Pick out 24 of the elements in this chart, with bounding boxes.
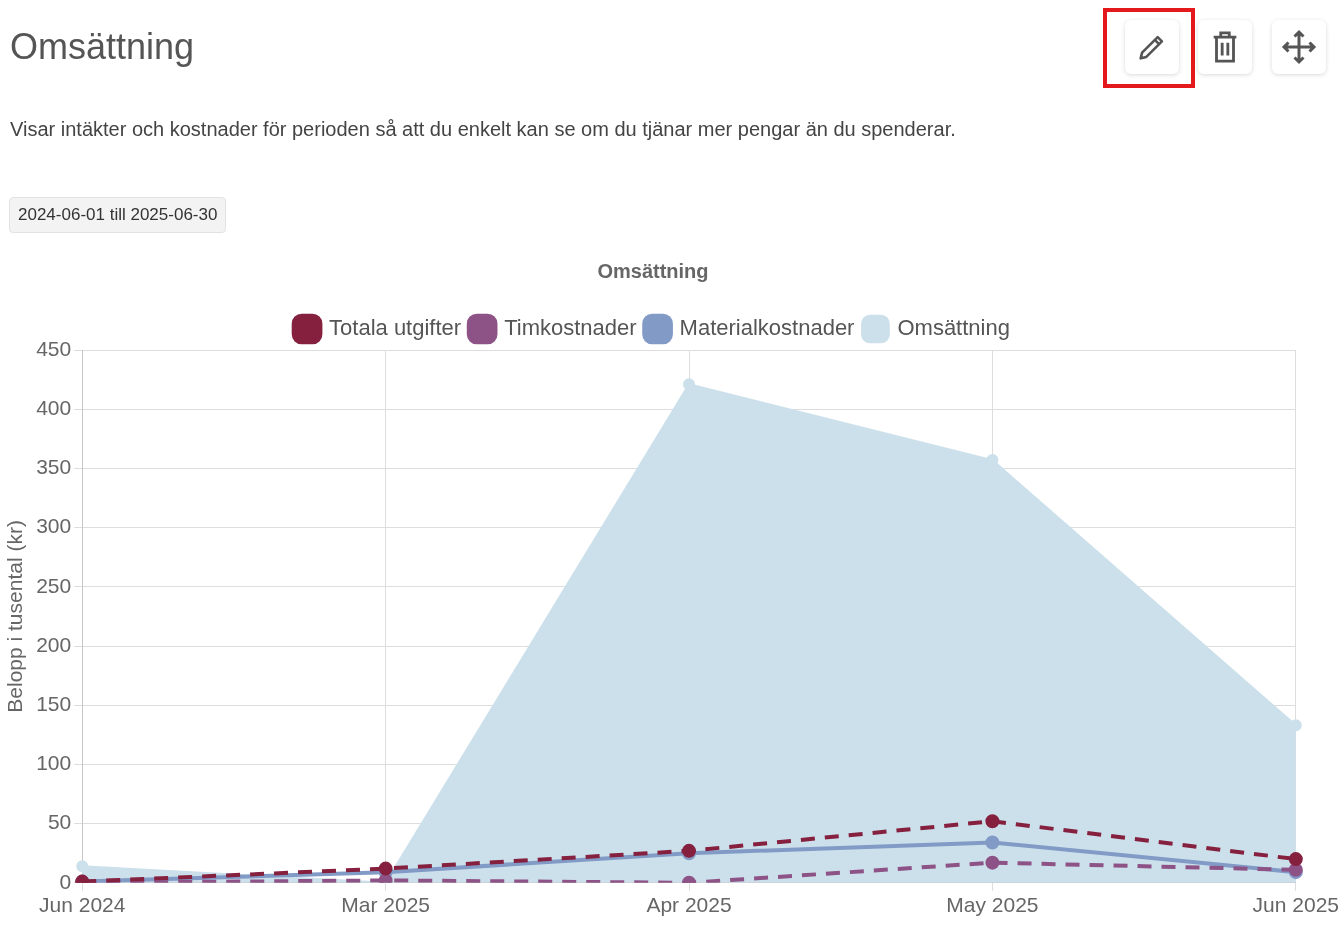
x-tick-label: Jun 2024 — [39, 893, 126, 917]
legend-label: Timkostnader — [504, 315, 637, 341]
y-tick-label: 100 — [36, 751, 72, 775]
y-tick-label: 250 — [36, 573, 72, 597]
x-tick-label: Apr 2025 — [646, 893, 732, 917]
y-tick-label: 350 — [36, 455, 72, 479]
y-tick-label: 0 — [59, 869, 72, 893]
y-axis-title: Belopp i tusental (kr) — [3, 520, 27, 713]
y-tick-label: 400 — [36, 396, 72, 419]
text: 2024-06-01 till 2025-06-30 — [9, 197, 227, 233]
x-tick-label: Mar 2025 — [341, 893, 430, 917]
y-tick-label: 200 — [36, 632, 72, 656]
y-tick-label: 450 — [36, 336, 72, 360]
chart-title: Omsättning — [597, 259, 709, 282]
legend-label: Totala utgifter — [329, 315, 462, 341]
legend-label: Omsättning — [897, 315, 1010, 341]
x-tick-label: Jun 2025 — [1252, 893, 1340, 917]
chart-subtitle: Visar intäkter och kostnader för perioden så att du enkelt kan se om du tjänar mer pengar än du spenderar. — [10, 118, 956, 141]
legend-label: Materialkostnader — [679, 315, 855, 341]
y-tick-label: 150 — [36, 692, 72, 715]
text: Omsättning — [10, 26, 195, 68]
y-tick-label: 50 — [47, 810, 72, 834]
x-tick-label: May 2025 — [946, 893, 1039, 917]
y-tick-label: 300 — [36, 514, 72, 538]
